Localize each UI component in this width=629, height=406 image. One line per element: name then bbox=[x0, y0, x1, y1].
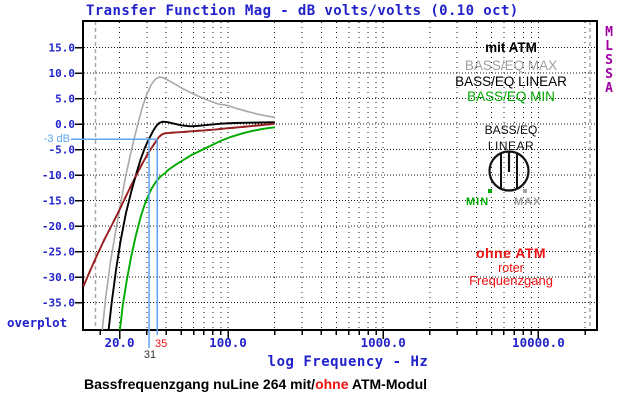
cursor-minus3db-label: -3 dB bbox=[43, 133, 70, 145]
curve-overlay-dashed bbox=[82, 122, 275, 287]
watermark-letter: S bbox=[605, 67, 613, 82]
knob-min-marker bbox=[488, 189, 492, 193]
curve-ohne-atm bbox=[82, 122, 275, 287]
caption-post: ATM-Modul bbox=[348, 376, 428, 392]
grid-horizontal bbox=[84, 47, 596, 303]
knob-graphic bbox=[488, 150, 530, 192]
legend-mit-atm: mit ATM bbox=[485, 40, 537, 55]
x-tick-label: 20.0 bbox=[104, 335, 134, 350]
dashed-window-markers bbox=[94, 21, 591, 330]
caption-pre: Bassfrequenzgang nuLine 264 mit/ bbox=[84, 376, 316, 392]
watermark-letter: M bbox=[605, 25, 613, 40]
knob-circle bbox=[488, 150, 530, 192]
annotation-ohne-atm: ohne ATM bbox=[475, 245, 547, 261]
cursor-lines bbox=[71, 138, 158, 348]
x-tick-label: 10000.0 bbox=[512, 335, 565, 350]
watermark-letter: A bbox=[605, 81, 613, 96]
x-axis-ticks: 20.0 100.0 1000.0 10000.0 bbox=[99, 331, 586, 350]
y-tick-label: -20.0 bbox=[42, 220, 75, 233]
x-tick-label: 1000.0 bbox=[361, 335, 406, 350]
knob-max-label: MAX bbox=[514, 196, 542, 208]
legend-bass-eq-max: BASS/EQ MAX bbox=[464, 58, 558, 73]
knob-label-line1: BASS/EQ bbox=[484, 123, 538, 137]
plot-border bbox=[82, 20, 598, 331]
legend-bass-eq-linear: BASS/EQ LINEAR bbox=[455, 73, 567, 89]
x-tick-label: 100.0 bbox=[209, 335, 247, 350]
curve-bass-eq-max bbox=[101, 76, 275, 331]
y-tick-label: -15.0 bbox=[42, 195, 75, 208]
watermark-letter: L bbox=[605, 39, 613, 54]
cursor-31hz-label: 31 bbox=[143, 349, 157, 361]
y-tick-label: -25.0 bbox=[42, 246, 75, 259]
y-axis-ticks: 15.0 10.0 5.0 0.0 -5.0 -10.0 -15.0 -20.0 -25.0 -3… bbox=[42, 42, 82, 310]
knob-label-line2: LINEAR bbox=[487, 139, 535, 153]
caption-highlight: ohne bbox=[315, 376, 349, 392]
y-tick-label: -30.0 bbox=[42, 271, 75, 284]
y-tick-label: 0.0 bbox=[55, 118, 75, 131]
legend: mit ATM BASS/EQ MAX BASS/EQ LINEAR BASS/… bbox=[428, 40, 594, 105]
overplot-label: overplot bbox=[7, 315, 68, 330]
y-tick-label: 15.0 bbox=[49, 42, 76, 55]
curve-bass-eq-min bbox=[118, 126, 275, 331]
cursor-35hz-label: 35 bbox=[155, 338, 168, 350]
curve-mit-atm-bass-eq-linear- bbox=[107, 120, 275, 331]
y-tick-label: -10.0 bbox=[42, 169, 75, 182]
knob-max-marker bbox=[523, 189, 527, 193]
y-tick-label: 5.0 bbox=[55, 93, 75, 106]
y-tick-label: -35.0 bbox=[42, 297, 75, 310]
y-tick-label: -5.0 bbox=[49, 144, 76, 157]
mlssa-watermark: M L S S A bbox=[599, 26, 619, 96]
legend-bass-eq-min: BASS/EQ MIN bbox=[467, 89, 555, 104]
curves bbox=[82, 76, 275, 331]
knob-min-label: MIN bbox=[466, 196, 490, 208]
chart-title: Transfer Function Mag - dB volts/volts (… bbox=[86, 3, 519, 19]
watermark-letter: S bbox=[605, 53, 613, 68]
y-tick-label: 10.0 bbox=[49, 67, 76, 80]
annotation-roter: roter bbox=[498, 261, 524, 275]
x-axis-title: log Frequency - Hz bbox=[267, 354, 429, 370]
grid-vertical bbox=[119, 22, 586, 329]
caption: Bassfrequenzgang nuLine 264 mit/ohne ATM… bbox=[84, 376, 427, 392]
annotation-frequenzgang: Frequenzgang bbox=[469, 273, 553, 288]
